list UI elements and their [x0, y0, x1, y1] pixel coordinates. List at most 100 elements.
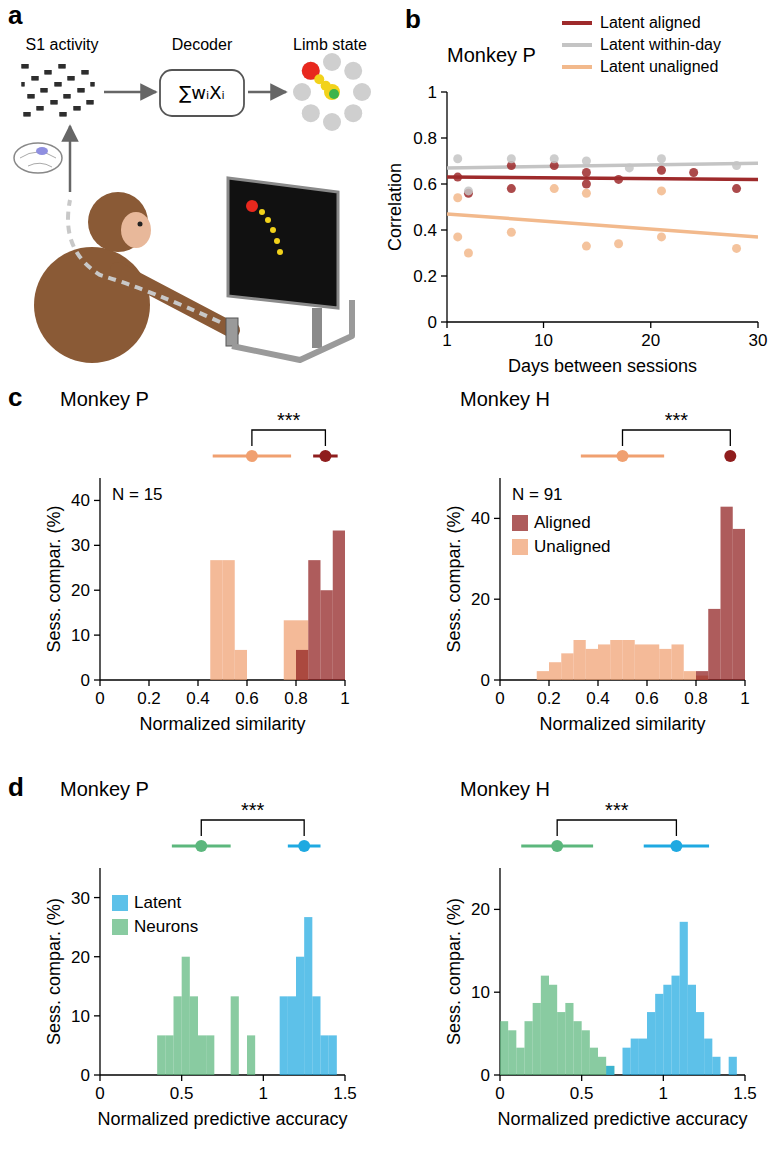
hist-bar	[582, 1075, 590, 1076]
x-tick	[344, 680, 345, 686]
spike	[78, 88, 79, 93]
legend-label: Latent unaligned	[600, 58, 718, 75]
x-tick	[695, 680, 696, 686]
brain	[14, 143, 62, 173]
center	[324, 84, 340, 100]
y-axis	[99, 478, 100, 680]
hist-bar	[561, 653, 573, 680]
y-tick-label: 0.6	[413, 175, 437, 194]
legend-label: Neurons	[134, 917, 198, 936]
decoder-box	[160, 70, 244, 116]
hist-bar	[590, 1075, 598, 1076]
hist-bar	[182, 957, 190, 1075]
hist-bar	[663, 985, 671, 1075]
x-tick-label: 20	[641, 331, 660, 350]
chart-1: cMonkey P00.20.40.60.81010203040Normaliz…	[8, 382, 350, 734]
mean-sd	[313, 450, 338, 462]
diagram-label: S1 activity	[26, 36, 99, 53]
legend-swatch	[562, 43, 592, 47]
x-tick	[295, 680, 296, 686]
legend-label: Latent aligned	[600, 14, 701, 31]
hist-bar	[174, 680, 186, 681]
spike	[41, 88, 42, 93]
y-tick	[441, 229, 447, 230]
hist-bar	[223, 680, 235, 681]
screen	[228, 178, 338, 308]
x-tick-label: 1	[340, 689, 349, 708]
legend-swatch	[112, 919, 128, 935]
spike	[65, 112, 66, 117]
x-tick	[197, 680, 198, 686]
spike	[86, 70, 87, 75]
manipulandum	[232, 300, 352, 360]
hist-bar	[100, 680, 112, 681]
y-axis-title: Sess. compar. (%)	[44, 505, 64, 652]
hist-bar	[721, 507, 733, 680]
x-tick-label: 1	[659, 1084, 668, 1103]
hist-bar	[214, 1075, 222, 1076]
y-tick-label: 0.2	[413, 267, 437, 286]
y-tick	[94, 1015, 100, 1016]
spike	[25, 112, 26, 117]
hist-bar	[210, 680, 222, 681]
mean-dot	[195, 840, 207, 852]
significance: ***	[241, 799, 265, 821]
spike	[55, 82, 56, 87]
hist-bar	[549, 662, 561, 680]
spike	[58, 82, 59, 87]
hist-bar	[304, 917, 312, 1075]
mean-dot	[670, 840, 682, 852]
hist-bar	[125, 1075, 133, 1076]
hist-bar	[512, 680, 524, 681]
hist-bar	[296, 620, 308, 680]
y-axis-title: Correlation	[385, 163, 405, 251]
hist-bar	[333, 531, 345, 680]
x-tick-label: 30	[749, 331, 768, 350]
hist-bar	[574, 1021, 582, 1075]
y-tick	[494, 909, 500, 910]
hist-bar	[623, 680, 635, 681]
spike	[45, 70, 46, 75]
spike	[27, 94, 28, 99]
legend-label: Latent	[134, 893, 182, 912]
hist-bar	[516, 1048, 524, 1075]
screen-stand	[312, 308, 322, 348]
spike	[34, 76, 35, 81]
hist-bar	[684, 680, 696, 681]
hist-bar	[272, 680, 284, 681]
screen-target	[246, 200, 258, 212]
chart-title: Monkey P	[60, 388, 149, 410]
hist-bar	[255, 1075, 263, 1076]
hist-bar	[214, 1075, 222, 1076]
hist-bar	[631, 1039, 639, 1075]
hist-bar	[561, 680, 573, 681]
x-tick	[744, 1075, 745, 1081]
spike	[31, 76, 32, 81]
x-tick-label: 0.5	[170, 1084, 194, 1103]
screen-trace	[270, 227, 276, 233]
hist-bar	[610, 640, 622, 680]
spike	[60, 82, 61, 87]
spike	[83, 88, 84, 93]
point	[657, 154, 666, 163]
hist-bar	[125, 680, 137, 681]
spike	[37, 76, 38, 81]
spike	[42, 106, 43, 111]
diagram-label: Decoder	[172, 36, 233, 53]
y-tick-label: 20	[71, 581, 90, 600]
spike	[54, 100, 55, 105]
x-tick	[650, 322, 651, 328]
x-tick	[548, 680, 549, 686]
spike	[74, 106, 75, 111]
spike	[21, 82, 22, 87]
spike	[25, 64, 26, 69]
spike	[46, 88, 47, 93]
hist-bar	[688, 985, 696, 1075]
screen-trace	[265, 217, 271, 223]
panel-letter: c	[8, 382, 22, 412]
mean-dot	[319, 450, 331, 462]
afferent-path	[68, 200, 220, 322]
hist-bar	[100, 680, 112, 681]
spike	[22, 82, 23, 87]
point	[582, 168, 591, 177]
